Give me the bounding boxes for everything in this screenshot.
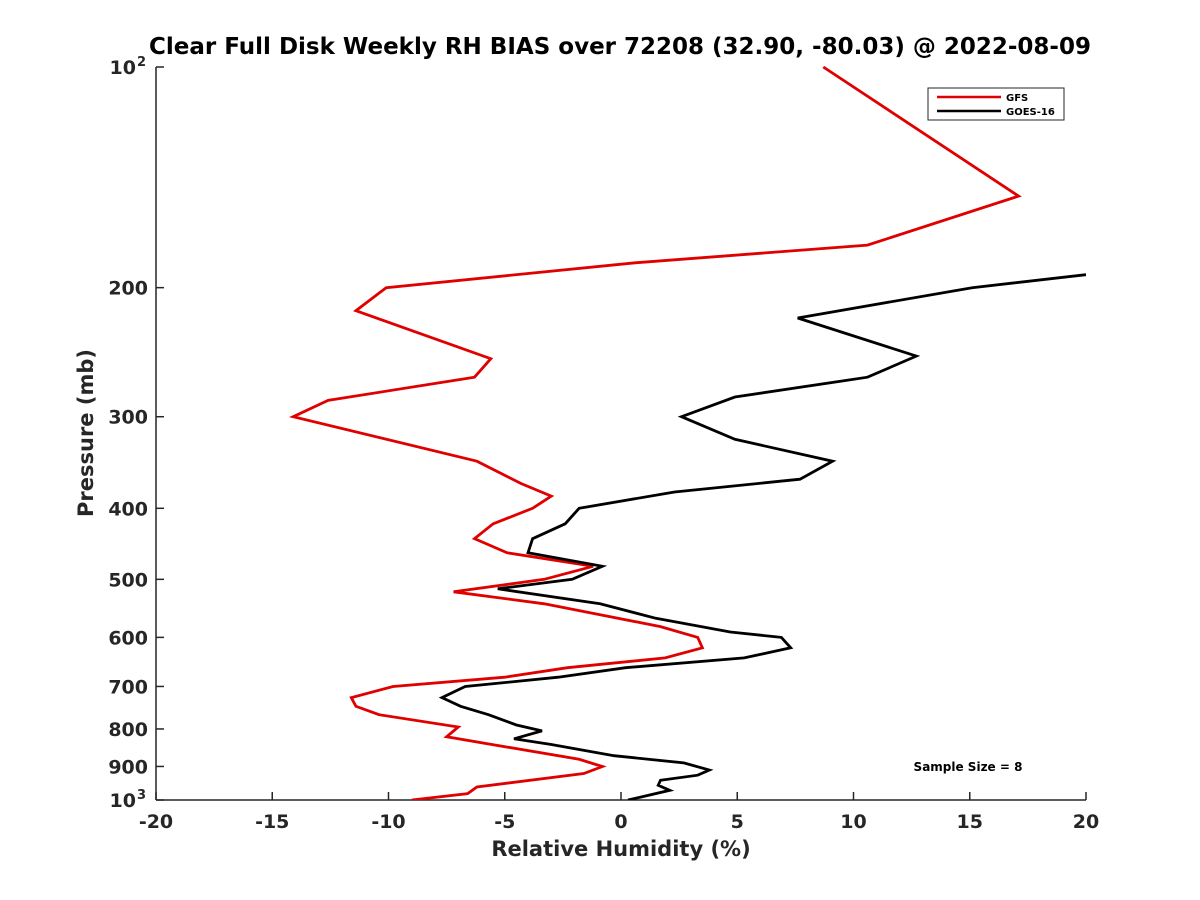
y-axis-label: Pressure (mb) xyxy=(74,349,98,517)
x-tick-label: 10 xyxy=(840,811,866,833)
x-tick-label: -10 xyxy=(371,811,405,833)
x-axis-label: Relative Humidity (%) xyxy=(491,837,750,861)
y-tick-label: 600 xyxy=(108,627,148,649)
x-tick-label: 5 xyxy=(731,811,744,833)
x-ticks: -20 -15 -10 -5 0 5 10 15 20 xyxy=(139,792,1099,833)
series-group xyxy=(288,65,1086,800)
x-tick-label: 0 xyxy=(614,811,627,833)
y-tick-exponent: 3 xyxy=(137,788,146,803)
x-tick-label: -5 xyxy=(494,811,515,833)
series-line-goes16 xyxy=(438,273,1086,800)
legend: GFS GOES-16 xyxy=(927,87,1065,121)
chart-title: Clear Full Disk Weekly RH BIAS over 7220… xyxy=(149,34,1091,60)
x-tick-label: 20 xyxy=(1073,811,1099,833)
y-tick-label: 300 xyxy=(108,407,148,429)
y-tick-label: 700 xyxy=(108,676,148,698)
x-tick-label: -20 xyxy=(139,811,173,833)
legend-box xyxy=(927,87,1065,121)
plot-area xyxy=(155,67,1086,801)
y-tick-label: 200 xyxy=(108,278,148,300)
y-tick-label: 800 xyxy=(108,719,148,741)
sample-size-annotation: Sample Size = 8 xyxy=(914,760,1023,774)
x-tick-label: -15 xyxy=(255,811,289,833)
legend-label-goes16: GOES-16 xyxy=(1006,107,1055,118)
x-tick-label: 15 xyxy=(957,811,983,833)
y-tick-exponent: 2 xyxy=(137,55,146,70)
series-line-gfs xyxy=(288,65,1022,800)
y-tick-label: 500 xyxy=(108,569,148,591)
y-tick-label: 900 xyxy=(108,756,148,778)
legend-label-gfs: GFS xyxy=(1006,93,1028,104)
y-tick-label: 10 xyxy=(110,790,136,812)
y-tick-label: 10 xyxy=(110,57,136,79)
y-tick-label: 400 xyxy=(108,498,148,520)
